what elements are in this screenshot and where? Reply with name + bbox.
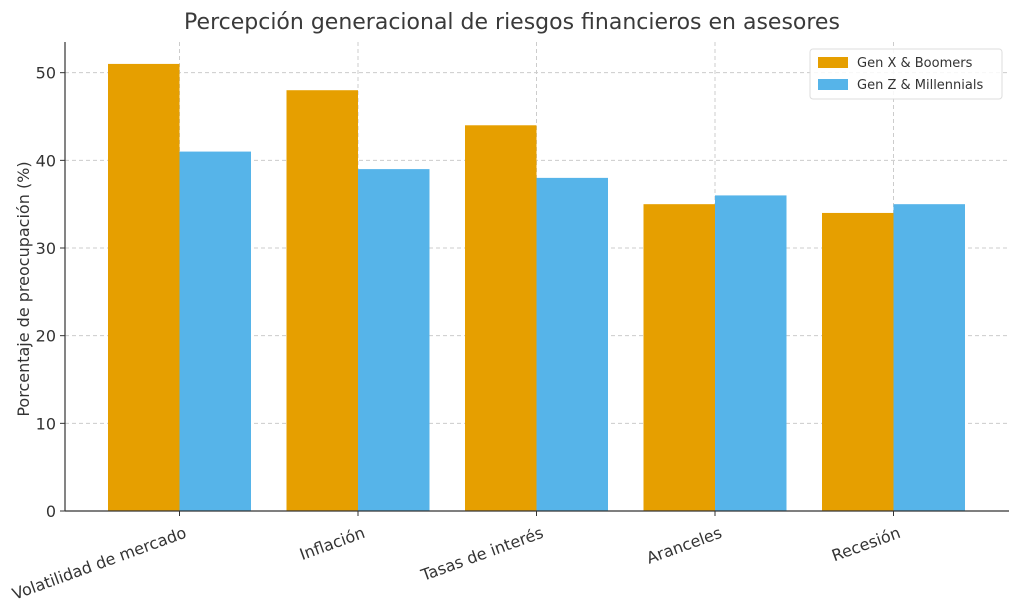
y-tick-label: 20: [36, 327, 56, 346]
x-tick-label: Tasas de interés: [418, 523, 546, 585]
legend-swatch: [818, 79, 848, 90]
x-tick-label: Volatilidad de mercado: [10, 523, 189, 604]
y-tick-label: 50: [36, 64, 56, 83]
y-tick-label: 40: [36, 151, 56, 170]
bar: [715, 195, 787, 512]
y-axis-label: Porcentaje de preocupación (%): [14, 161, 33, 416]
bar: [108, 63, 180, 511]
x-tick-label: Recesión: [829, 523, 903, 565]
bar: [893, 204, 965, 512]
chart-title: Percepción generacional de riesgos finan…: [184, 10, 840, 35]
legend-label: Gen Z & Millennials: [857, 78, 983, 93]
y-tick-label: 0: [46, 502, 56, 521]
bar: [179, 151, 251, 511]
legend-swatch: [818, 57, 848, 68]
bar: [643, 204, 715, 512]
bars-group: [108, 63, 965, 512]
y-tick-label: 10: [36, 414, 56, 433]
bar: [286, 90, 358, 511]
x-tick-labels: Volatilidad de mercado Inflación Tasas de …: [10, 511, 903, 604]
x-tick-label: Aranceles: [644, 523, 724, 568]
legend-label: Gen X & Boomers: [857, 56, 973, 71]
bar: [465, 125, 537, 512]
y-tick-labels: 0 10 20 30 40 50: [36, 64, 65, 521]
y-tick-label: 30: [36, 239, 56, 258]
x-tick-label: Inflación: [297, 523, 367, 564]
bar: [536, 177, 608, 511]
bar: [358, 169, 430, 511]
legend: Gen X & Boomers Gen Z & Millennials: [809, 48, 1003, 100]
bar: [822, 212, 894, 512]
legend-box: [809, 48, 1003, 100]
